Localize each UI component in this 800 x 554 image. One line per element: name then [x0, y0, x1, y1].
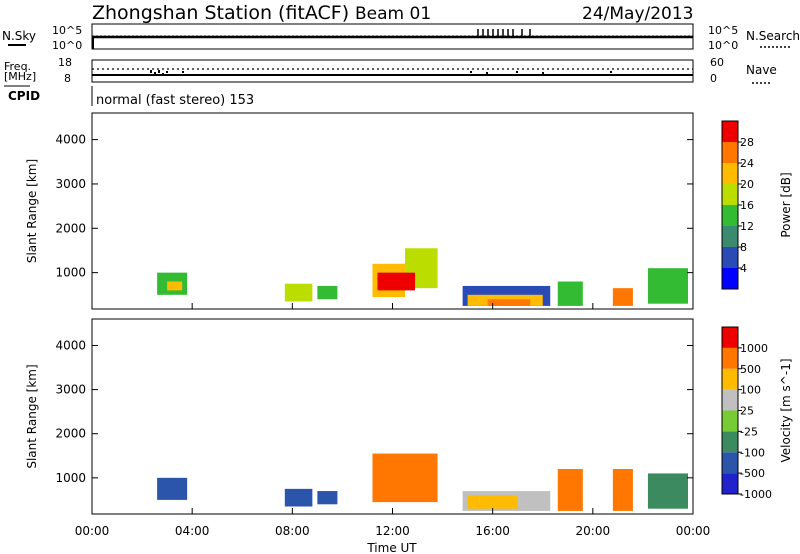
nave-top-label: 60: [710, 56, 724, 69]
velocity-colorbar-label-4: -25: [740, 425, 758, 438]
power-patch-11: [612, 288, 633, 306]
velocity-patch-8: [647, 473, 688, 509]
power-colorbar-swatch-7: [722, 121, 738, 142]
velocity-patch-3: [372, 453, 438, 503]
cpid-text: normal (fast stereo) 153: [96, 93, 254, 108]
power-ytick-label-2: 3000: [55, 177, 86, 191]
xtick-label-1: 04:00: [175, 524, 210, 538]
velocity-patch-2: [317, 491, 338, 505]
power-patch-1: [167, 281, 183, 291]
velocity-ytick-label-2: 3000: [55, 383, 86, 397]
station-title: Zhongshan Station (fitACF): [92, 2, 349, 24]
velocity-colorbar-label-1: 500: [740, 363, 761, 376]
power-colorbar-swatch-1: [722, 247, 738, 268]
power-colorbar-swatch-5: [722, 163, 738, 184]
power-patch-10: [557, 281, 583, 306]
velocity-patch-7: [612, 469, 633, 511]
freq-label-line2: [MHz]: [4, 70, 36, 83]
freq-label-line1: Freq.: [4, 60, 31, 73]
power-panel: 1000 2000 3000 4000 Slant Range [km] 4 8 12 16 20…: [25, 112, 793, 310]
power-colorbar-swatch-3: [722, 205, 738, 226]
velocity-colorbar-swatch-1: [722, 452, 738, 474]
power-y-axis-title: Slant Range [km]: [25, 159, 39, 263]
velocity-colorbar-swatch-2: [722, 431, 738, 453]
power-colorbar-label-0: 4: [740, 262, 747, 275]
xtick-label-0: 00:00: [75, 524, 110, 538]
velocity-colorbar-swatch-7: [722, 327, 738, 348]
power-patch-3: [317, 285, 338, 300]
beam-label: Beam 01: [355, 4, 431, 24]
power-ytick-label-3: 4000: [55, 133, 86, 147]
freq-top-label: 18: [58, 56, 72, 69]
velocity-colorbar-label-7: -1000: [740, 488, 772, 501]
power-patch-2: [284, 283, 313, 302]
nsky-spikes: [477, 29, 531, 37]
date-label: 24/May/2013: [582, 4, 694, 24]
xtick-label-3: 12:00: [375, 524, 410, 538]
power-patch-12: [647, 268, 688, 304]
power-colorbar-title: Power [dB]: [779, 172, 793, 237]
power-colorbar-swatch-2: [722, 226, 738, 247]
velocity-ytick-label-0: 1000: [55, 471, 86, 485]
x-axis-title: Time UT: [366, 541, 417, 554]
velocity-colorbar-label-2: 100: [740, 384, 761, 397]
power-ytick-label-0: 1000: [55, 266, 86, 280]
velocity-patch-6: [557, 469, 583, 511]
velocity-colorbar-label-3: 25: [740, 405, 754, 418]
xtick-label-2: 08:00: [275, 524, 310, 538]
velocity-colorbar-swatch-4: [722, 389, 738, 411]
power-colorbar-label-4: 20: [740, 178, 754, 191]
velocity-colorbar-swatch-3: [722, 410, 738, 432]
nave-bottom-label: 0: [710, 72, 717, 85]
velocity-patch-0: [157, 477, 188, 500]
velocity-patch-5: [467, 495, 518, 509]
velocity-colorbar-swatch-5: [722, 368, 738, 390]
power-patch-9: [487, 299, 531, 306]
freq-scatter: [150, 70, 612, 75]
power-colorbar-label-6: 28: [740, 136, 754, 149]
velocity-patch-1: [284, 488, 313, 507]
xtick-label-6: 00:00: [676, 524, 711, 538]
power-patch-6: [377, 272, 416, 291]
nsky-label: N.Sky: [2, 29, 36, 43]
power-colorbar-swatch-6: [722, 142, 738, 163]
xtick-label-4: 16:00: [475, 524, 510, 538]
power-colorbar-label-5: 24: [740, 157, 754, 170]
power-colorbar-swatch-4: [722, 184, 738, 205]
freq-panel: [91, 59, 694, 83]
power-colorbar-swatch-0: [722, 268, 738, 289]
freq-bottom-label: 8: [64, 72, 71, 85]
velocity-colorbar-title: Velocity [m s^-1]: [779, 358, 793, 462]
power-colorbar-label-1: 8: [740, 241, 747, 254]
cpid-label: CPID: [8, 89, 40, 103]
power-ytick-label-1: 2000: [55, 221, 86, 235]
velocity-colorbar-swatch-0: [722, 473, 738, 494]
velocity-y-axis-title: Slant Range [km]: [25, 364, 39, 468]
nsearch-bottom-label: 10^0: [708, 39, 738, 52]
power-colorbar-label-2: 12: [740, 220, 754, 233]
velocity-ytick-label-1: 2000: [55, 427, 86, 441]
power-colorbar-label-3: 16: [740, 199, 754, 212]
velocity-colorbar-label-0: 1000: [740, 342, 768, 355]
velocity-ytick-label-3: 4000: [55, 338, 86, 352]
nsearch-top-label: 10^5: [708, 24, 738, 37]
nsky-bottom-label: 10^0: [52, 39, 82, 52]
nave-label: Nave: [746, 63, 777, 77]
velocity-panel: 1000 2000 3000 4000 Slant Range [km] 00:00 04:…: [25, 318, 793, 538]
velocity-colorbar-swatch-6: [722, 347, 738, 369]
velocity-colorbar-label-5: -100: [740, 446, 765, 459]
xtick-label-5: 20:00: [576, 524, 611, 538]
nsky-top-label: 10^5: [52, 24, 82, 37]
velocity-colorbar-label-6: -500: [740, 467, 765, 480]
nsearch-label: N.Search: [746, 29, 800, 43]
